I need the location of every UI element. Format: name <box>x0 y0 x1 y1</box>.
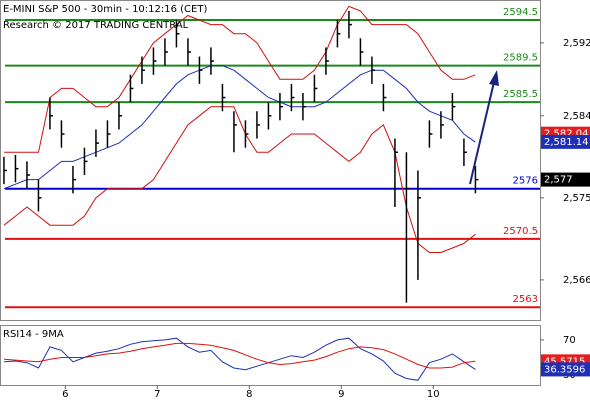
price-badge-label: 2,577 <box>544 175 573 186</box>
price-badge <box>541 362 590 377</box>
y-tick-label: 2,566 <box>563 275 590 286</box>
price-badge-label: 2,582.04 <box>544 129 589 140</box>
x-tick-label: 6 <box>62 389 68 400</box>
price-badge-label: 45.5715 <box>544 356 585 367</box>
price-badge <box>541 172 590 187</box>
y-tick-label: 70 <box>563 335 576 346</box>
price-panel <box>0 0 541 321</box>
level-label: 2576 <box>513 176 538 187</box>
chart-title: E-MINI S&P 500 - 30min - 10:12:16 (CET) <box>3 4 207 15</box>
series-line <box>3 337 476 381</box>
x-tick-label: 8 <box>246 389 252 400</box>
overlay-line <box>4 5 476 153</box>
y-tick-label: 2,592 <box>563 38 590 49</box>
overlay-line <box>3 65 476 190</box>
price-badge-label: 36.3596 <box>544 364 585 375</box>
arrow-head <box>489 70 499 86</box>
rsi-panel <box>0 325 541 386</box>
price-badge <box>541 134 590 149</box>
y-tick-label: 2,584 <box>563 111 590 122</box>
level-label: 2563 <box>513 294 538 305</box>
level-label: 2589.5 <box>503 53 538 64</box>
arrow-shaft <box>469 81 495 185</box>
level-label: 2594.5 <box>503 7 538 18</box>
forecast-arrow <box>469 70 499 185</box>
level-label: 2585.5 <box>503 89 538 100</box>
y-tick-label: 2,575 <box>563 193 590 204</box>
price-badge-label: 2,581.14 <box>544 137 589 148</box>
plot-layer: 2,592 2,584 2,575 2,566 2594.5 2589.5 2585.5 25… <box>3 5 590 400</box>
overlay-line <box>3 106 476 253</box>
rsi-title: RSI14 - 9MA <box>3 329 64 340</box>
chart-subtitle: Research © 2017 TRADING CENTRAL <box>3 20 189 31</box>
series-line <box>3 342 476 369</box>
x-tick-label: 7 <box>154 389 160 400</box>
level-label: 2570.5 <box>503 226 538 237</box>
x-tick-label: 9 <box>338 389 344 400</box>
x-tick-label: 10 <box>427 389 440 400</box>
